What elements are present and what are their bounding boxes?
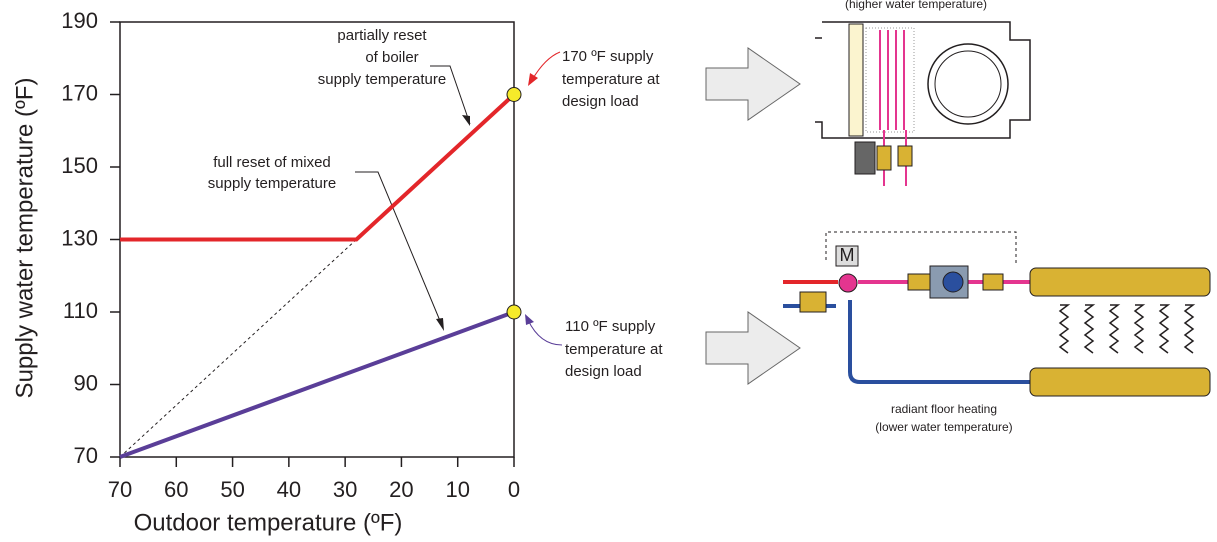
y-tick-label: 150 <box>61 153 98 178</box>
annotation-line: design load <box>565 363 642 380</box>
annotation-line: full reset of mixed <box>213 154 331 171</box>
y-tick-label: 90 <box>74 370 98 395</box>
arrowhead <box>525 314 534 325</box>
fan-coil: (higher water temperature) <box>815 0 1031 186</box>
plot: 70 90 110 130 150 170 190 70 60 50 40 30 20 10 0 <box>61 8 522 502</box>
flow-arrow <box>705 47 801 121</box>
arrowhead <box>528 73 538 86</box>
annotation-mixed: full reset of mixed supply temperature <box>208 154 444 331</box>
annotation-line: design load <box>562 93 639 110</box>
y-tick-label: 130 <box>61 225 98 250</box>
caption: (higher water temperature) <box>845 0 987 11</box>
annotation-line: of boiler <box>365 49 418 66</box>
x-tick-label: 70 <box>108 477 132 502</box>
x-tick-label: 0 <box>508 477 520 502</box>
y-axis-title: Supply water temperature (ºF) <box>11 78 38 399</box>
y-tick-label: 190 <box>61 8 98 33</box>
leader-line <box>531 51 561 81</box>
y-tick-label: 110 <box>63 298 98 323</box>
x-tick-label: 60 <box>164 477 188 502</box>
arrowhead <box>436 318 444 331</box>
annotation-line: temperature at <box>565 341 663 358</box>
series-line <box>119 239 357 458</box>
flow-arrow <box>705 311 801 385</box>
actuator-label: M <box>840 245 855 265</box>
annotation-line: temperature at <box>562 71 660 88</box>
point-marker <box>506 87 522 102</box>
leader-line <box>430 65 471 125</box>
y-tick-label: 70 <box>74 443 98 468</box>
annotation-line: 110 ºF supply <box>565 318 656 335</box>
annotation-170: 170 ºF supply temperature at design load <box>528 48 660 110</box>
caption: (lower water temperature) <box>875 420 1012 434</box>
annotation-line: partially reset <box>337 27 427 44</box>
annotation-boiler: partially reset of boiler supply tempera… <box>318 27 471 126</box>
annotation-110: 110 ºF supply temperature at design load <box>525 314 663 380</box>
series-line <box>120 93 516 242</box>
annotation-line: supply temperature <box>208 175 336 192</box>
x-tick-label: 30 <box>333 477 357 502</box>
annotation-line: 170 ºF supply <box>562 48 654 65</box>
x-tick-label: 20 <box>389 477 413 502</box>
arrowhead <box>462 115 470 126</box>
annotation-line: supply temperature <box>318 71 446 88</box>
leader-line <box>527 319 563 346</box>
point-marker <box>506 304 522 320</box>
x-axis-title: Outdoor temperature (ºF) <box>134 509 403 536</box>
y-tick-label: 170 <box>61 80 98 105</box>
x-tick-label: 50 <box>220 477 244 502</box>
leader-line <box>355 171 444 329</box>
radiant-floor: M radiant floor heating (lower water tem… <box>783 231 1211 434</box>
series-line <box>119 310 515 459</box>
x-tick-label: 40 <box>277 477 301 502</box>
x-tick-label: 10 <box>445 477 469 502</box>
caption: radiant floor heating <box>891 402 997 416</box>
